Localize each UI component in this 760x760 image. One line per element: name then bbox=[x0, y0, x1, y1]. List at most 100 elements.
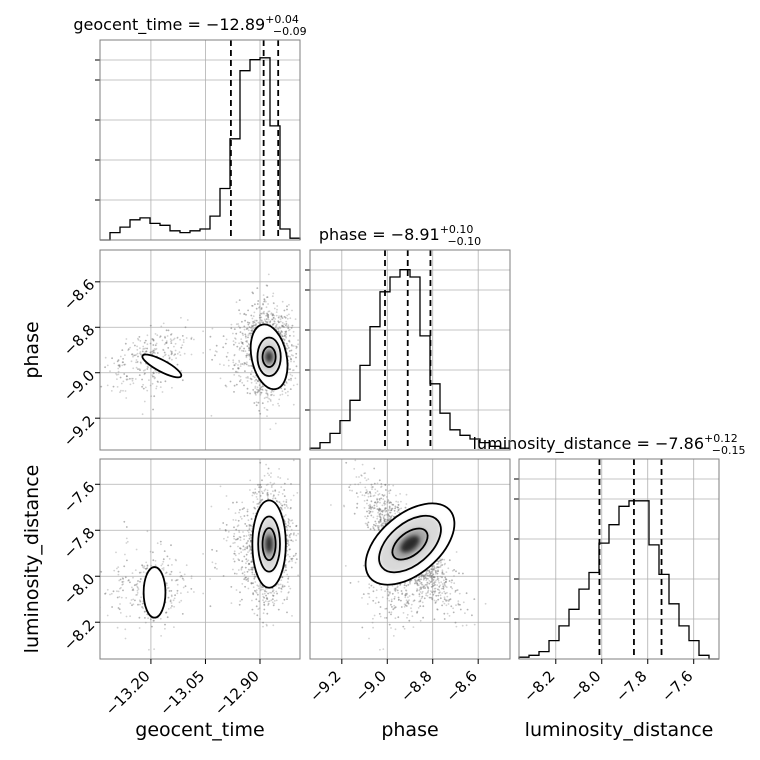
scatter-point bbox=[238, 309, 241, 312]
scatter-point bbox=[291, 557, 294, 560]
scatter-point bbox=[272, 589, 275, 592]
scatter-point bbox=[265, 408, 268, 411]
scatter-point bbox=[271, 314, 274, 317]
scatter-point bbox=[254, 303, 256, 306]
scatter-point bbox=[180, 592, 182, 594]
scatter-point bbox=[266, 612, 269, 615]
scatter-point bbox=[287, 576, 290, 578]
scatter-point bbox=[171, 386, 173, 389]
scatter-point bbox=[132, 377, 134, 380]
scatter-point bbox=[143, 347, 146, 350]
scatter-point bbox=[283, 326, 285, 328]
scatter-point bbox=[292, 494, 295, 497]
scatter-point bbox=[278, 398, 281, 401]
scatter-point bbox=[247, 568, 250, 571]
scatter-point bbox=[193, 591, 195, 593]
scatter-point bbox=[129, 377, 131, 380]
scatter-point bbox=[271, 318, 274, 321]
scatter-point bbox=[248, 326, 251, 328]
scatter-point bbox=[249, 541, 252, 543]
scatter-point bbox=[250, 552, 253, 555]
scatter-point bbox=[153, 348, 156, 350]
scatter-point bbox=[247, 531, 250, 534]
scatter-point bbox=[260, 391, 262, 394]
scatter-point bbox=[254, 391, 257, 394]
scatter-point bbox=[277, 493, 280, 496]
scatter-point bbox=[173, 626, 175, 628]
scatter-point bbox=[274, 489, 277, 492]
scatter-point bbox=[290, 499, 292, 501]
scatter-point bbox=[304, 536, 306, 538]
scatter-point bbox=[144, 339, 147, 342]
scatter-point bbox=[209, 348, 212, 351]
scatter-point bbox=[262, 621, 264, 624]
scatter-point bbox=[265, 389, 268, 392]
scatter-point bbox=[259, 393, 262, 396]
scatter-point bbox=[126, 540, 129, 543]
scatter-point bbox=[149, 618, 152, 621]
scatter-point bbox=[241, 363, 244, 365]
scatter-point bbox=[280, 330, 283, 332]
scatter-point bbox=[144, 610, 147, 613]
scatter-point bbox=[284, 565, 287, 567]
scatter-point bbox=[117, 364, 120, 367]
scatter-point bbox=[272, 322, 275, 325]
scatter-point bbox=[164, 353, 167, 356]
scatter-point bbox=[193, 338, 195, 341]
scatter-point bbox=[234, 337, 236, 340]
scatter-point bbox=[272, 322, 275, 325]
scatter-point bbox=[284, 388, 286, 390]
scatter-point bbox=[170, 333, 172, 336]
scatter-point bbox=[137, 588, 140, 590]
scatter-point bbox=[232, 501, 234, 504]
scatter-point bbox=[245, 578, 248, 581]
scatter-point bbox=[285, 323, 288, 325]
scatter-point bbox=[241, 381, 244, 384]
scatter-point bbox=[241, 342, 244, 344]
scatter-point bbox=[144, 617, 146, 619]
scatter-point bbox=[241, 320, 243, 323]
scatter-point bbox=[289, 388, 292, 390]
scatter-point bbox=[216, 568, 218, 570]
scatter-point bbox=[181, 379, 184, 382]
scatter-point bbox=[143, 565, 146, 568]
scatter-point bbox=[244, 350, 247, 352]
scatter-point bbox=[132, 588, 135, 590]
scatter-point bbox=[137, 580, 139, 582]
scatter-point bbox=[283, 598, 286, 601]
scatter-point bbox=[138, 599, 141, 602]
scatter-point bbox=[271, 389, 273, 392]
scatter-point bbox=[143, 373, 146, 376]
scatter-point bbox=[295, 352, 298, 355]
scatter-point bbox=[284, 564, 287, 566]
scatter-point bbox=[246, 352, 249, 355]
scatter-point bbox=[264, 590, 266, 593]
scatter-point bbox=[159, 381, 162, 383]
scatter-point bbox=[251, 560, 253, 563]
scatter-point bbox=[169, 350, 172, 352]
scatter-point bbox=[265, 590, 268, 593]
scatter-point bbox=[261, 388, 263, 391]
scatter-point bbox=[260, 307, 263, 309]
scatter-point bbox=[258, 491, 260, 493]
scatter-point bbox=[265, 284, 268, 287]
scatter-point bbox=[262, 321, 264, 323]
scatter-point bbox=[265, 597, 268, 600]
scatter-point bbox=[254, 581, 257, 583]
scatter-point bbox=[287, 524, 289, 527]
scatter-point bbox=[176, 337, 179, 339]
scatter-point bbox=[244, 335, 247, 338]
scatter-point bbox=[247, 580, 250, 582]
scatter-point bbox=[239, 536, 242, 539]
scatter-point bbox=[251, 317, 254, 320]
scatter-point bbox=[119, 364, 121, 367]
scatter-point bbox=[230, 586, 233, 588]
scatter-point bbox=[159, 617, 162, 620]
scatter-point bbox=[238, 361, 241, 363]
scatter-point bbox=[266, 313, 268, 315]
scatter-point bbox=[234, 553, 236, 555]
scatter-point bbox=[247, 540, 249, 542]
scatter-point bbox=[149, 324, 152, 327]
scatter-point bbox=[281, 584, 284, 586]
scatter-point bbox=[285, 336, 287, 339]
